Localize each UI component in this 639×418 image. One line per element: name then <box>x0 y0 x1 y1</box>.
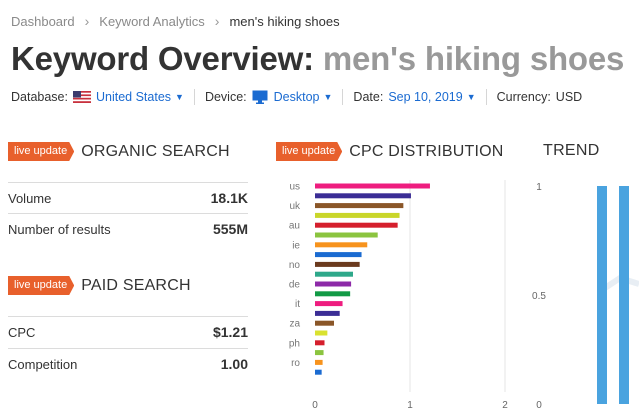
y-tick-label: 0.5 <box>532 291 546 302</box>
breadcrumb-current: men's hiking shoes <box>229 13 340 29</box>
metric-row-cpc: CPC $1.21 <box>8 316 248 347</box>
page-title-label: Keyword Overview: <box>11 40 314 77</box>
bar[interactable] <box>315 271 353 277</box>
organic-search-title: ORGANIC SEARCH <box>81 142 230 160</box>
bar[interactable] <box>315 291 351 297</box>
metric-row-competition: Competition 1.00 <box>8 348 248 379</box>
metric-row-volume: Volume 18.1K <box>8 182 248 213</box>
x-tick-label: 0 <box>312 400 318 411</box>
y-tick-label: 1 <box>536 182 542 193</box>
y-tick-label: ph <box>289 338 300 349</box>
database-select[interactable]: United States ▼ <box>72 90 184 104</box>
bar[interactable] <box>315 212 400 218</box>
trend-bar[interactable] <box>619 186 629 404</box>
metric-value: 18.1K <box>210 190 248 206</box>
paid-search-header: live update PAID SEARCH <box>8 276 191 295</box>
bar[interactable] <box>315 330 328 336</box>
us-flag-icon <box>72 91 91 103</box>
trend-bar[interactable] <box>597 186 607 404</box>
chevron-down-icon: ▼ <box>175 92 184 102</box>
y-tick-label: 0 <box>536 400 542 411</box>
bar[interactable] <box>315 183 430 189</box>
chevron-right-icon: › <box>84 13 90 29</box>
currency-value: USD <box>555 90 583 104</box>
y-tick-label: au <box>289 221 300 232</box>
live-update-badge: live update <box>276 142 342 161</box>
filter-bar: Database: United States ▼ Device: Deskto… <box>11 89 582 105</box>
bar[interactable] <box>315 350 324 356</box>
live-update-badge: live update <box>8 276 74 295</box>
bar[interactable] <box>315 310 340 316</box>
metric-label: Volume <box>8 190 52 206</box>
device-select[interactable]: Desktop ▼ <box>252 90 333 104</box>
divider <box>193 89 195 105</box>
y-tick-label: za <box>289 319 300 330</box>
y-tick-label: it <box>295 299 300 310</box>
x-tick-label: 2 <box>502 400 508 411</box>
breadcrumb-keyword-analytics[interactable]: Keyword Analytics <box>99 13 205 29</box>
divider <box>342 89 344 105</box>
metric-label: Competition <box>8 356 78 372</box>
chevron-down-icon: ▼ <box>323 92 333 102</box>
breadcrumb-dashboard[interactable]: Dashboard <box>11 13 75 29</box>
device-label: Device: <box>204 90 247 104</box>
bar[interactable] <box>315 359 323 365</box>
currency-label: Currency: <box>496 90 551 104</box>
bar[interactable] <box>315 193 411 199</box>
bar[interactable] <box>315 369 322 375</box>
trend-title: TREND <box>543 142 600 159</box>
organic-search-header: live update ORGANIC SEARCH <box>8 142 230 161</box>
metric-value: 1.00 <box>220 356 248 372</box>
metric-label: Number of results <box>8 221 111 237</box>
date-select[interactable]: Sep 10, 2019 ▼ <box>388 90 475 104</box>
y-tick-label: uk <box>289 201 301 212</box>
y-tick-label: ie <box>292 240 300 251</box>
live-update-badge: live update <box>8 142 74 161</box>
bar[interactable] <box>315 252 362 258</box>
device-value: Desktop <box>273 90 320 104</box>
trend-chart: 00.51 <box>532 182 639 411</box>
bar[interactable] <box>315 222 398 228</box>
chevron-right-icon: › <box>214 13 220 29</box>
chevron-down-icon: ▼ <box>466 92 476 102</box>
database-value: United States <box>95 90 172 104</box>
bar[interactable] <box>315 281 352 287</box>
y-tick-label: us <box>289 182 300 193</box>
cpc-distribution-title: CPC DISTRIBUTION <box>349 142 504 160</box>
cpc-distribution-header: live update CPC DISTRIBUTION <box>276 142 504 161</box>
bar[interactable] <box>315 320 334 326</box>
bar[interactable] <box>315 340 325 346</box>
bar[interactable] <box>315 203 404 209</box>
cpc-distribution-chart: 0 1 2 us uk au ie no de it za ph ro <box>289 180 508 411</box>
y-tick-label: no <box>289 260 301 271</box>
y-tick-label: ro <box>291 358 300 369</box>
x-tick-label: 1 <box>407 400 413 411</box>
metric-row-results: Number of results 555M <box>8 213 248 244</box>
database-label: Database: <box>11 90 68 104</box>
bar[interactable] <box>315 232 378 238</box>
divider <box>485 89 487 105</box>
bar[interactable] <box>315 242 368 248</box>
page-title-keyword: men's hiking shoes <box>322 40 625 77</box>
y-tick-label: de <box>289 280 301 291</box>
bar[interactable] <box>315 261 360 267</box>
date-value: Sep 10, 2019 <box>388 90 463 104</box>
page-title: Keyword Overview: men's hiking shoes <box>11 40 624 78</box>
metric-value: $1.21 <box>212 324 248 340</box>
metric-value: 555M <box>212 221 248 237</box>
breadcrumb: Dashboard › Keyword Analytics › men's hi… <box>11 13 340 29</box>
desktop-icon <box>252 90 268 104</box>
bar[interactable] <box>315 301 343 307</box>
date-label: Date: <box>353 90 384 104</box>
paid-search-title: PAID SEARCH <box>81 276 191 294</box>
metric-label: CPC <box>8 324 36 340</box>
